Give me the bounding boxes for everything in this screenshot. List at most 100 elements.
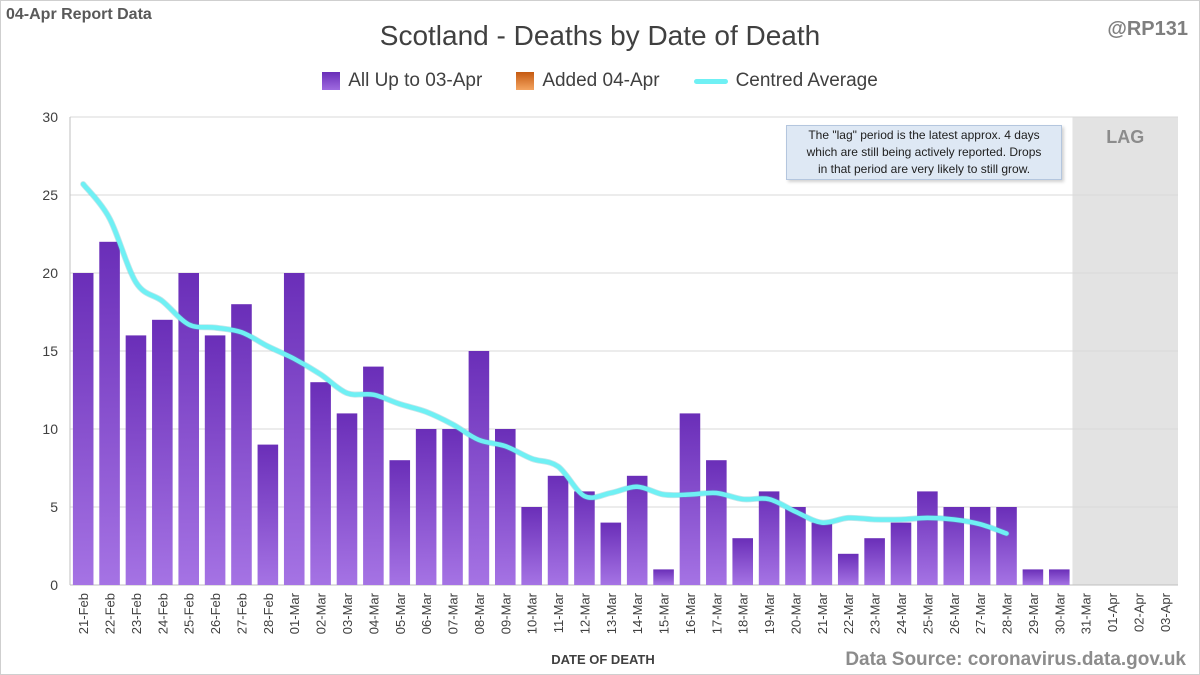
- lag-annotation-line-2: which are still being actively reported.…: [806, 145, 1042, 159]
- x-tick-label: 04-Mar: [366, 592, 381, 634]
- x-tick-label: 25-Feb: [182, 593, 197, 634]
- x-tick-label: 23-Feb: [129, 593, 144, 634]
- x-tick-label: 27-Mar: [973, 592, 988, 634]
- x-tick-label: 14-Mar: [630, 592, 645, 634]
- y-tick-label: 0: [50, 577, 58, 593]
- x-tick-label: 03-Apr: [1158, 592, 1173, 632]
- x-tick-label: 03-Mar: [340, 592, 355, 634]
- bar-07-Mar: [442, 429, 463, 585]
- x-tick-label: 19-Mar: [762, 592, 777, 634]
- x-tick-label: 02-Apr: [1131, 592, 1146, 632]
- bar-26-Mar: [943, 507, 965, 585]
- bar-05-Mar: [389, 460, 411, 585]
- x-tick-label: 18-Mar: [736, 592, 751, 634]
- bar-17-Mar: [706, 460, 727, 585]
- x-tick-label: 22-Mar: [841, 592, 856, 634]
- x-tick-label: 27-Feb: [234, 593, 249, 634]
- bar-08-Mar: [468, 351, 490, 585]
- x-tick-label: 17-Mar: [709, 592, 724, 634]
- x-tick-label: 07-Mar: [446, 592, 461, 634]
- x-tick-label: 21-Mar: [815, 592, 830, 634]
- x-tick-label: 31-Mar: [1079, 592, 1094, 634]
- x-tick-label: 01-Mar: [287, 592, 302, 634]
- x-tick-label: 28-Mar: [1000, 592, 1015, 634]
- bar-19-Mar: [758, 491, 780, 585]
- x-tick-label: 30-Mar: [1052, 592, 1067, 634]
- bar-29-Mar: [1022, 569, 1044, 585]
- y-tick-label: 15: [42, 343, 58, 359]
- bar-16-Mar: [679, 413, 701, 585]
- legend-label-average: Centred Average: [735, 70, 878, 91]
- x-tick-label: 23-Mar: [868, 592, 883, 634]
- x-tick-label: 10-Mar: [525, 592, 540, 634]
- x-tick-label: 12-Mar: [577, 592, 592, 634]
- x-tick-label: 22-Feb: [103, 593, 118, 634]
- legend-item-added: Added 04-Apr: [516, 70, 660, 92]
- x-tick-label: 06-Mar: [419, 592, 434, 634]
- bar-20-Mar: [785, 507, 806, 585]
- bar-21-Mar: [811, 522, 833, 585]
- legend-label-added: Added 04-Apr: [542, 70, 660, 91]
- x-tick-label: 28-Feb: [261, 593, 276, 634]
- bar-15-Mar: [653, 569, 674, 585]
- legend-label-all: All Up to 03-Apr: [348, 70, 483, 91]
- x-tick-label: 01-Apr: [1105, 592, 1120, 632]
- bar-04-Mar: [363, 366, 384, 585]
- x-tick-label: 11-Mar: [551, 592, 566, 633]
- report-label: 04-Apr Report Data: [6, 6, 152, 23]
- bar-28-Mar: [996, 507, 1017, 585]
- bar-26-Feb: [204, 335, 226, 585]
- lag-annotation-line-1: The "lag" period is the latest approx. 4…: [808, 128, 1040, 142]
- legend-item-average: Centred Average: [693, 70, 878, 92]
- bar-18-Mar: [732, 538, 754, 585]
- x-tick-label: 13-Mar: [604, 592, 619, 634]
- bar-06-Mar: [415, 429, 437, 585]
- y-tick-label: 20: [42, 265, 58, 281]
- x-tick-label: 02-Mar: [314, 592, 329, 634]
- bar-03-Mar: [336, 413, 358, 585]
- x-tick-label: 16-Mar: [683, 592, 698, 634]
- x-tick-label: 25-Mar: [920, 592, 935, 634]
- x-tick-label: 26-Mar: [947, 592, 962, 634]
- lag-annotation-line-3: in that period are very likely to still …: [817, 162, 1031, 176]
- lag-label: LAG: [1106, 127, 1144, 147]
- x-tick-label: 26-Feb: [208, 593, 223, 634]
- x-tick-label: 24-Mar: [894, 592, 909, 634]
- lag-annotation: The "lag" period is the latest approx. 4…: [786, 125, 1062, 180]
- bar-27-Feb: [231, 304, 252, 585]
- bar-28-Feb: [257, 444, 279, 585]
- x-tick-label: 15-Mar: [657, 592, 672, 634]
- average-line: [80, 181, 1009, 536]
- bar-12-Mar: [574, 491, 595, 585]
- bar-22-Mar: [837, 553, 859, 585]
- y-tick-label: 25: [42, 187, 58, 203]
- author-handle: @RP131: [1107, 18, 1188, 40]
- y-tick-label: 30: [42, 109, 58, 125]
- cyan-line-swatch-icon: [693, 78, 728, 84]
- x-tick-label: 05-Mar: [393, 592, 408, 634]
- y-tick-label: 10: [42, 421, 58, 437]
- x-axis-label: DATE OF DEATH: [551, 652, 655, 667]
- bar-27-Mar: [969, 507, 991, 585]
- bar-09-Mar: [494, 429, 516, 585]
- chart-title: Scotland - Deaths by Date of Death: [379, 20, 821, 51]
- bar-01-Mar: [283, 273, 305, 585]
- orange-bar-swatch-icon: [516, 72, 535, 90]
- y-tick-label: 5: [50, 499, 58, 515]
- bar-24-Mar: [890, 522, 912, 585]
- x-tick-label: 08-Mar: [472, 592, 487, 634]
- legend-item-all: All Up to 03-Apr: [322, 70, 482, 92]
- x-tick-label: 24-Feb: [155, 593, 170, 634]
- bar-14-Mar: [626, 475, 648, 585]
- bar-23-Feb: [125, 335, 147, 585]
- x-tick-label: 20-Mar: [788, 592, 803, 634]
- x-tick-label: 21-Feb: [76, 593, 91, 634]
- bar-25-Mar: [917, 491, 938, 585]
- bar-13-Mar: [600, 522, 622, 585]
- x-tick-label: 29-Mar: [1026, 592, 1041, 634]
- bar-02-Mar: [310, 382, 331, 585]
- bar-22-Feb: [99, 241, 120, 586]
- data-source: Data Source: coronavirus.data.gov.uk: [845, 649, 1186, 670]
- x-tick-label: 09-Mar: [498, 592, 513, 634]
